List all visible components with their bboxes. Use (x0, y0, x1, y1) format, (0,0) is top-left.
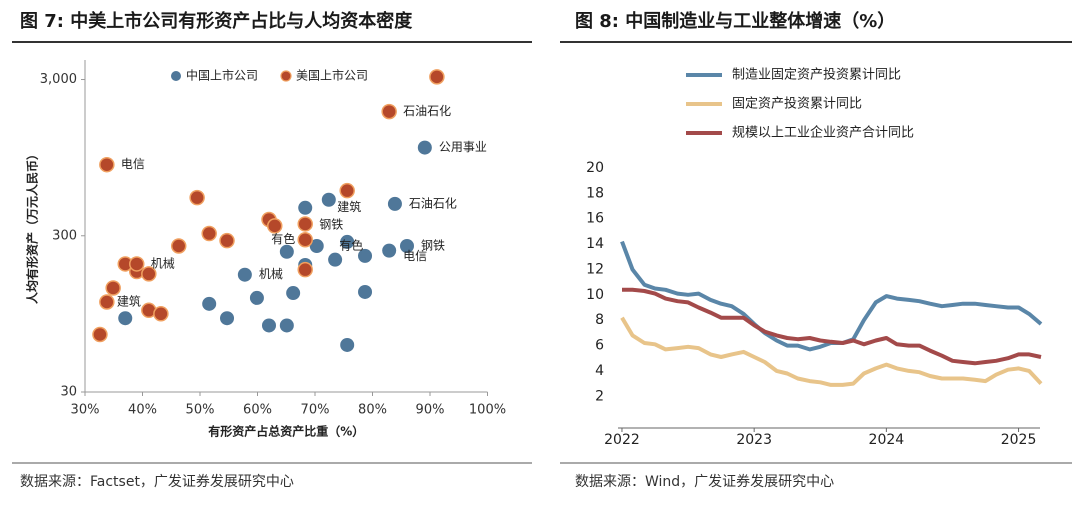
annotation: 电信 (121, 157, 145, 171)
scatter-point (118, 311, 133, 326)
scatter-point (298, 200, 313, 215)
scatter-point (382, 243, 397, 258)
scatter-point (153, 306, 169, 322)
y-tick-label: 2 (595, 388, 604, 404)
scatter-point (202, 296, 217, 311)
data-line (620, 240, 1043, 352)
scatter-point (267, 218, 283, 234)
scatter-point (105, 280, 121, 296)
x-tick-label: 80% (358, 403, 387, 418)
scatter-point (297, 216, 313, 232)
scatter-point (279, 318, 294, 333)
y-tick-label: 6 (595, 338, 604, 354)
annotation: 建筑 (337, 199, 361, 214)
x-tick-label: 40% (128, 403, 157, 418)
source-note: 数据来源：Wind，广发证券发展研究中心 (575, 474, 834, 490)
scatter-point (286, 286, 301, 301)
scatter-point (279, 244, 294, 259)
annotation: 石油石化 (403, 104, 451, 118)
x-tick-label: 70% (301, 403, 330, 418)
annotation: 石油石化 (409, 196, 457, 210)
scatter-point (220, 311, 235, 326)
annotation: 建筑 (117, 294, 141, 309)
legend-label: 规模以上工业企业资产合计同比 (732, 125, 914, 141)
source-note: 数据来源：Factset，广发证券发展研究中心 (20, 474, 294, 490)
y-tick-label: 8 (595, 312, 604, 328)
chart-title: 图 8: 中国制造业与工业整体增速（%） (575, 10, 895, 32)
annotation: 机械 (151, 255, 175, 270)
annotation: 有色 (339, 238, 363, 252)
y-tick-label: 4 (595, 363, 604, 379)
scatter-point (340, 234, 355, 249)
scatter-point (381, 103, 397, 120)
scatter-point (189, 189, 205, 206)
scatter-point (129, 256, 145, 272)
legend-label: 中国上市公司 (186, 68, 258, 83)
annotation: 公用事业 (439, 140, 487, 154)
y-axis-title: 人均有形资产（万元人民币） (25, 148, 40, 304)
scatter-point (99, 294, 115, 310)
y-tick-label: 20 (586, 160, 604, 176)
scatter-point (141, 266, 157, 282)
x-axis-title: 有形资产占总资产比重（%） (208, 424, 364, 439)
y-tick-label: 300 (52, 228, 77, 243)
x-tick-label: 100% (469, 403, 506, 418)
y-tick-label: 14 (586, 236, 604, 252)
y-tick-label: 16 (586, 211, 604, 227)
scatter-point (340, 337, 355, 352)
y-tick-label: 18 (586, 185, 604, 201)
scatter-point (358, 248, 373, 263)
y-tick-label: 30 (60, 385, 77, 400)
x-tick-label: 2025 (1001, 432, 1037, 448)
scatter-point (387, 196, 402, 211)
chart-title: 图 7: 中美上市公司有形资产占比与人均资本密度 (20, 10, 413, 32)
legend-marker (280, 70, 292, 82)
scatter-point (321, 192, 336, 207)
scatter-point (339, 182, 355, 199)
scatter-point (262, 318, 276, 333)
x-tick-label: 2023 (736, 432, 772, 448)
scatter-point (201, 225, 217, 242)
scatter-point (92, 326, 108, 343)
x-tick-label: 60% (243, 403, 272, 418)
x-tick-label: 2022 (604, 432, 640, 448)
scatter-point (237, 267, 252, 282)
legend-marker (171, 71, 181, 81)
legend-label: 制造业固定资产投资累计同比 (732, 67, 901, 83)
y-tick-label: 10 (586, 287, 604, 303)
scatter-point (297, 261, 313, 278)
scatter-point (99, 156, 115, 173)
x-tick-label: 30% (71, 403, 100, 418)
legend-label: 美国上市公司 (296, 68, 368, 83)
scatter-point (249, 290, 264, 305)
data-line (622, 287, 1042, 366)
data-line (620, 316, 1043, 387)
y-tick-label: 3,000 (40, 72, 77, 87)
scatter-point (417, 140, 432, 155)
annotation: 有色 (271, 232, 295, 246)
scatter-point (297, 231, 313, 248)
x-tick-label: 2024 (869, 432, 905, 448)
annotation: 钢铁 (421, 238, 445, 252)
x-tick-label: 90% (416, 403, 445, 418)
y-tick-label: 12 (586, 261, 604, 277)
scatter-point (219, 232, 235, 249)
scatter-point (328, 252, 343, 267)
annotation: 机械 (259, 266, 283, 281)
scatter-point (170, 238, 187, 254)
scatter-point (400, 238, 414, 253)
scatter-point (429, 69, 445, 85)
x-tick-label: 50% (186, 403, 215, 418)
annotation: 电信 (403, 249, 427, 263)
scatter-point (309, 238, 324, 253)
annotation: 钢铁 (319, 217, 343, 231)
legend-label: 固定资产投资累计同比 (732, 96, 862, 112)
scatter-point (358, 284, 373, 299)
